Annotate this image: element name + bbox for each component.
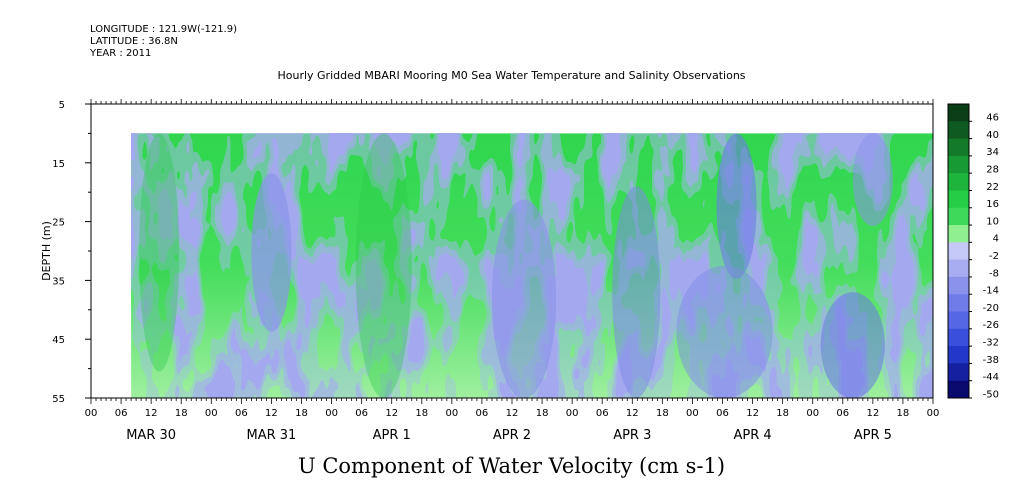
x-hour-label: 18 [897,408,910,419]
colorbar-label: -38 [983,355,999,366]
x-hour-label: 18 [295,408,308,419]
y-tick-label: 35 [52,276,65,287]
y-tick-label: 45 [52,335,65,346]
colorbar-band [948,155,969,174]
velocity-patch [676,265,773,398]
colorbar-label: -44 [983,372,999,383]
velocity-patch [716,133,757,279]
colorbar-label: -8 [989,268,999,279]
colorbar-band [948,276,969,295]
colorbar-band [948,138,969,157]
x-hour-label: 00 [686,408,699,419]
colorbar-band [948,346,969,364]
x-hour-label: 18 [536,408,549,419]
x-hour-label: 06 [716,408,729,419]
colorbar-frame [947,103,970,399]
colorbar-band [948,363,969,382]
y-tick-label: 25 [52,218,65,229]
colorbar-label: 4 [993,234,999,245]
x-hour-label: 12 [265,408,278,419]
colorbar-label: -20 [983,303,999,314]
colorbar-label: 22 [986,182,999,193]
colorbar-label: -50 [983,389,999,400]
x-hour-label: 06 [355,408,368,419]
colorbar-band [948,207,969,226]
velocity-patch [612,186,661,398]
y-tick-label: 55 [52,394,65,405]
colorbar-band [948,328,969,347]
x-hour-label: 00 [325,408,338,419]
x-hour-label: 18 [776,408,789,419]
x-day-label: APR 5 [854,428,892,443]
x-hour-label: 00 [445,408,458,419]
x-hour-label: 00 [566,408,579,419]
latitude-label: LATITUDE : 36.8N [90,36,178,47]
colorbar-band [948,121,969,140]
colorbar-band [948,225,969,243]
x-hour-label: 12 [506,408,519,419]
colorbar-band [948,380,969,399]
variable-label: U Component of Water Velocity (cm s-1) [297,454,726,478]
x-day-label: MAR 31 [247,428,297,443]
x-hour-label: 12 [866,408,879,419]
x-day-label: APR 4 [733,428,771,443]
velocity-patch [852,133,893,227]
colorbar-band [948,190,969,209]
x-day-label: APR 3 [613,428,651,443]
colorbar-label: 46 [986,113,999,124]
x-hour-label: 06 [836,408,849,419]
y-tick-label: 15 [52,159,65,170]
x-hour-label: 06 [115,408,128,419]
colorbar-label: -2 [989,251,999,262]
x-hour-label: 12 [746,408,759,419]
chart-title: Hourly Gridded MBARI Mooring M0 Sea Wate… [277,69,746,82]
colorbar-label: -32 [983,337,999,348]
colorbar-label: 40 [986,130,999,141]
x-hour-label: 12 [385,408,398,419]
velocity-patch [820,292,885,398]
colorbar-band [948,294,969,313]
x-hour-label: 00 [806,408,819,419]
x-hour-label: 12 [626,408,639,419]
colorbar-label: 34 [986,147,999,158]
x-hour-label: 00 [85,408,98,419]
colorbar-band [948,242,969,261]
x-hour-label: 12 [145,408,158,419]
colorbar-band [948,104,969,122]
y-tick-label: 5 [59,100,65,111]
longitude-label: LONGITUDE : 121.9W(-121.9) [90,24,237,35]
x-hour-label: 06 [235,408,248,419]
x-hour-label: 06 [596,408,609,419]
velocity-patch [139,133,180,372]
x-hour-label: 18 [175,408,188,419]
colorbar-label: 10 [986,216,999,227]
velocity-patch [355,133,412,398]
x-day-label: MAR 30 [126,428,176,443]
velocity-patch [251,173,292,332]
x-day-label: APR 2 [493,428,531,443]
colorbar-band [948,259,969,278]
y-axis-label: DEPTH (m) [40,221,53,281]
x-hour-label: 06 [476,408,489,419]
colorbar-label: 16 [986,199,999,210]
x-day-label: APR 1 [373,428,411,443]
x-hour-label: 18 [415,408,428,419]
colorbar-label: -14 [983,286,999,297]
colorbar-label: 28 [986,165,999,176]
colorbar-band [948,173,969,191]
x-hour-label: 00 [927,408,940,419]
metadata-block: LONGITUDE : 121.9W(-121.9) LATITUDE : 36… [90,24,237,60]
x-hour-label: 00 [205,408,218,419]
velocity-patch [491,199,557,398]
year-label: YEAR : 2011 [90,48,152,59]
x-hour-label: 18 [656,408,669,419]
colorbar-label: -26 [983,320,999,331]
colorbar-band [948,311,969,330]
